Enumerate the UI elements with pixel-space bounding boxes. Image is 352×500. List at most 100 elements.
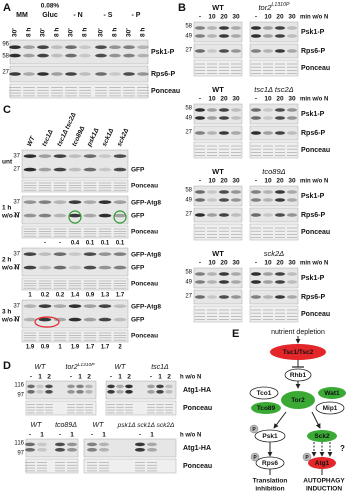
blot (249, 289, 299, 305)
band (230, 34, 242, 38)
label: 58 (2, 54, 9, 60)
label: 37 (13, 304, 20, 310)
band (274, 108, 286, 112)
row-label: GFP (131, 167, 145, 174)
band (53, 200, 67, 204)
band (286, 108, 298, 112)
band (218, 131, 230, 135)
band (206, 295, 218, 299)
time-label: - (91, 432, 93, 439)
band (98, 252, 112, 256)
band (38, 213, 52, 218)
blot (249, 141, 299, 159)
label: h w/o N (180, 433, 201, 439)
highlight (68, 210, 82, 224)
row-label: Atg1-HA (183, 387, 211, 394)
row-label: Rps6-P (151, 71, 175, 78)
band (262, 213, 274, 217)
time-label: 2 (87, 374, 91, 381)
time-label: 10 (208, 260, 216, 267)
condition: 1 h (2, 205, 11, 212)
node-label: Sck2 (314, 433, 330, 440)
band (218, 213, 230, 217)
time-label: - (255, 178, 257, 185)
time-label: - (255, 96, 257, 103)
band (218, 34, 230, 38)
quantification: 1.3 (101, 293, 110, 299)
blot (83, 438, 177, 458)
band (230, 190, 242, 194)
label: 27 (185, 294, 192, 300)
band (23, 72, 35, 76)
phospho (250, 452, 260, 462)
time-label: 8 h (82, 28, 89, 37)
node (308, 457, 336, 469)
band (83, 252, 97, 256)
time-label: 30' (126, 28, 133, 37)
condition: w/o N (1, 265, 20, 272)
band (53, 167, 67, 172)
band (66, 448, 78, 452)
band (274, 198, 286, 202)
band (23, 200, 37, 204)
strain-name: WT (26, 135, 37, 148)
time-label: 30' (68, 28, 75, 37)
band (113, 252, 127, 256)
band (206, 34, 218, 38)
time-label: 2 (127, 374, 131, 381)
time-label: 30 (288, 14, 296, 21)
band (98, 304, 112, 308)
time-label: 1 (158, 374, 162, 381)
band (218, 108, 230, 112)
blot (193, 223, 243, 241)
node (307, 430, 337, 442)
label: - P (132, 12, 141, 19)
row-label: Psk1-P (301, 193, 325, 200)
band (156, 390, 164, 394)
condition: w/o N (1, 317, 20, 324)
band (218, 280, 230, 284)
label: 58 (185, 24, 192, 30)
time-label: 20 (220, 260, 228, 267)
band (250, 280, 262, 284)
band (250, 190, 262, 194)
quantification: 0.2 (41, 293, 50, 299)
blot (249, 21, 299, 43)
label: 37 (13, 252, 20, 258)
band (125, 384, 133, 389)
band (206, 26, 218, 30)
band (107, 384, 115, 389)
band (27, 384, 35, 389)
band (83, 167, 97, 172)
band (230, 116, 242, 120)
name-part: tco89Δ (262, 167, 285, 176)
band (218, 272, 230, 276)
band (206, 131, 218, 135)
band (230, 131, 242, 135)
band (286, 116, 298, 120)
band (116, 390, 124, 394)
name-part: tsc1Δ tsc2Δ (254, 85, 293, 94)
row-label: Ponceau (131, 281, 158, 288)
strain-name: psk1Δ sck1Δ sck2Δ (117, 422, 175, 429)
band (194, 198, 206, 202)
blot (249, 305, 299, 323)
quantification: - (44, 241, 46, 247)
band (66, 442, 78, 447)
quantification: 0.1 (101, 241, 110, 247)
node-label: Mip1 (323, 405, 338, 412)
band (38, 154, 52, 158)
quantification: 0.4 (71, 241, 80, 247)
band (274, 280, 286, 284)
band (194, 49, 206, 53)
row-label: Ponceau (131, 333, 158, 340)
condition: unt (2, 159, 13, 166)
band (262, 272, 274, 276)
blot (25, 438, 79, 458)
band (23, 252, 37, 256)
name-part: tsc1Δ (151, 364, 169, 371)
time-label: 2 (167, 374, 171, 381)
band (98, 167, 112, 172)
time-label: 20 (276, 178, 284, 185)
band (262, 34, 274, 38)
